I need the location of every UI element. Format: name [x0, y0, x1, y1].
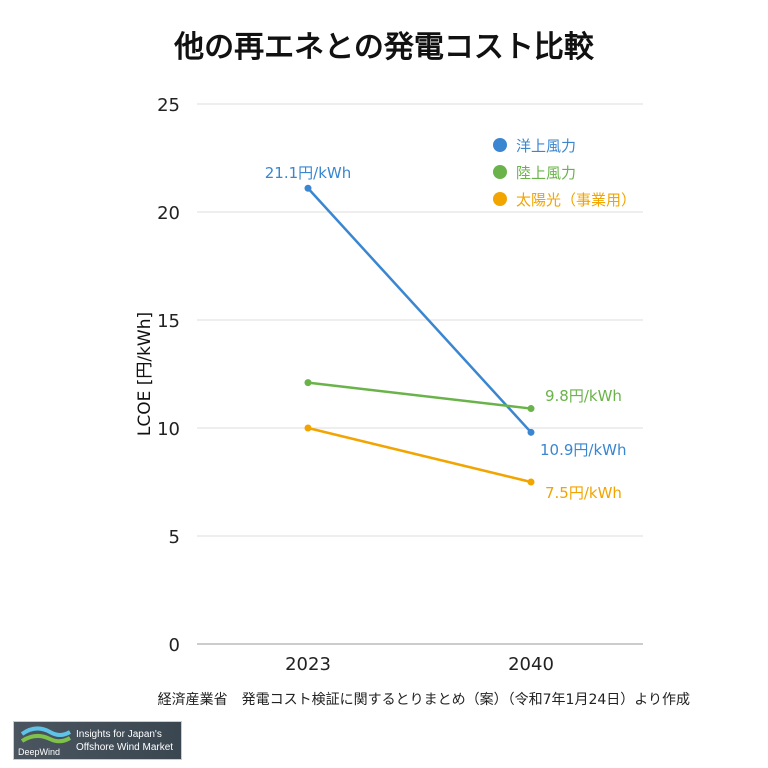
- y-tick-label: 0: [169, 635, 180, 656]
- data-label: 10.9円/kWh: [540, 441, 626, 459]
- deepwind-logo: Insights for Japan's Offshore Wind Market…: [13, 721, 182, 760]
- data-point: [304, 184, 312, 192]
- logo-tagline-1: Insights for Japan's: [76, 729, 162, 740]
- wave-logo-icon: [20, 726, 72, 744]
- y-tick-label: 20: [157, 203, 180, 224]
- series-line: [307, 426, 532, 484]
- logo-brand: DeepWind: [18, 747, 61, 757]
- y-tick-label: 10: [157, 419, 180, 440]
- data-label: 21.1円/kWh: [265, 164, 351, 182]
- legend-marker: [493, 138, 507, 152]
- data-point: [527, 428, 535, 436]
- logo-tagline-2: Offshore Wind Market: [76, 742, 174, 753]
- series-line: [307, 381, 532, 410]
- data-label: 9.8円/kWh: [545, 387, 622, 405]
- legend-marker: [493, 165, 507, 179]
- data-label: 7.5円/kWh: [545, 484, 622, 502]
- legend-label: 洋上風力: [516, 137, 576, 155]
- legend-label: 陸上風力: [516, 164, 576, 182]
- x-tick-label: 2023: [285, 654, 331, 675]
- data-point: [304, 379, 312, 387]
- chart-title: 他の再エネとの発電コスト比較: [174, 30, 594, 65]
- x-tick-label: 2040: [508, 654, 554, 675]
- series-line: [307, 187, 532, 434]
- y-tick-label: 15: [157, 311, 180, 332]
- y-axis-label: LCOE [円/kWh]: [135, 312, 155, 436]
- legend-marker: [493, 192, 507, 206]
- data-point: [527, 478, 535, 486]
- source-note: 経済産業省 発電コスト検証に関するとりまとめ（案）（令和7年1月24日）より作成: [157, 692, 690, 708]
- data-point: [304, 424, 312, 432]
- y-tick-label: 5: [169, 527, 180, 548]
- y-tick-label: 25: [157, 95, 180, 116]
- legend-label: 太陽光（事業用）: [516, 191, 636, 209]
- data-point: [527, 405, 535, 413]
